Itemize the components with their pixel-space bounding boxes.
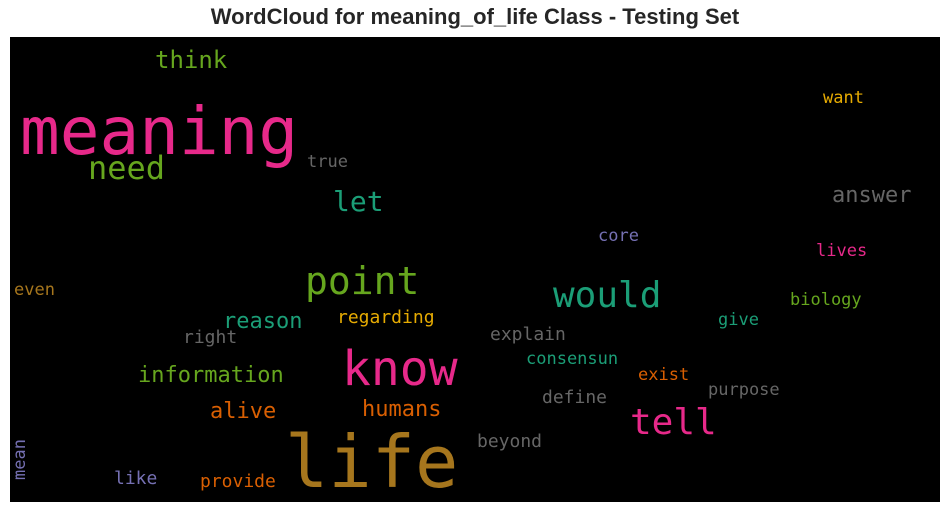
word-humans: humans: [362, 397, 441, 422]
word-tell: tell: [630, 402, 717, 443]
word-group: life meaning know point would tell need let thin…: [10, 46, 911, 502]
word-lives: lives: [816, 241, 867, 261]
word-alive: alive: [210, 399, 276, 424]
word-reason: reason: [223, 309, 302, 334]
word-point: point: [305, 259, 419, 303]
word-provide: provide: [200, 471, 276, 492]
word-think: think: [155, 46, 228, 74]
word-core: core: [598, 226, 639, 246]
word-right: right: [183, 327, 237, 348]
word-exist: exist: [638, 365, 689, 385]
word-mean: mean: [10, 439, 30, 480]
word-know: know: [342, 341, 458, 397]
chart-title: WordCloud for meaning_of_life Class - Te…: [210, 4, 740, 29]
word-even: even: [14, 280, 55, 300]
word-regarding: regarding: [337, 307, 435, 328]
word-define: define: [542, 387, 607, 408]
wordcloud: life meaning know point would tell need let thin…: [10, 37, 940, 502]
word-biology: biology: [790, 290, 862, 310]
word-meaning: meaning: [20, 93, 298, 170]
word-beyond: beyond: [477, 431, 542, 452]
word-information: information: [138, 363, 284, 388]
word-true: true: [307, 152, 348, 172]
word-need: need: [88, 149, 165, 187]
word-want: want: [823, 88, 864, 108]
word-give: give: [718, 310, 759, 330]
word-answer: answer: [832, 183, 911, 208]
word-like: like: [114, 468, 157, 489]
word-consensun: consensun: [526, 349, 618, 369]
word-would: would: [553, 275, 661, 316]
word-explain: explain: [490, 324, 566, 345]
cloud-background: [10, 37, 940, 502]
word-let: let: [333, 185, 384, 218]
word-life: life: [285, 420, 458, 502]
word-purpose: purpose: [708, 380, 780, 400]
